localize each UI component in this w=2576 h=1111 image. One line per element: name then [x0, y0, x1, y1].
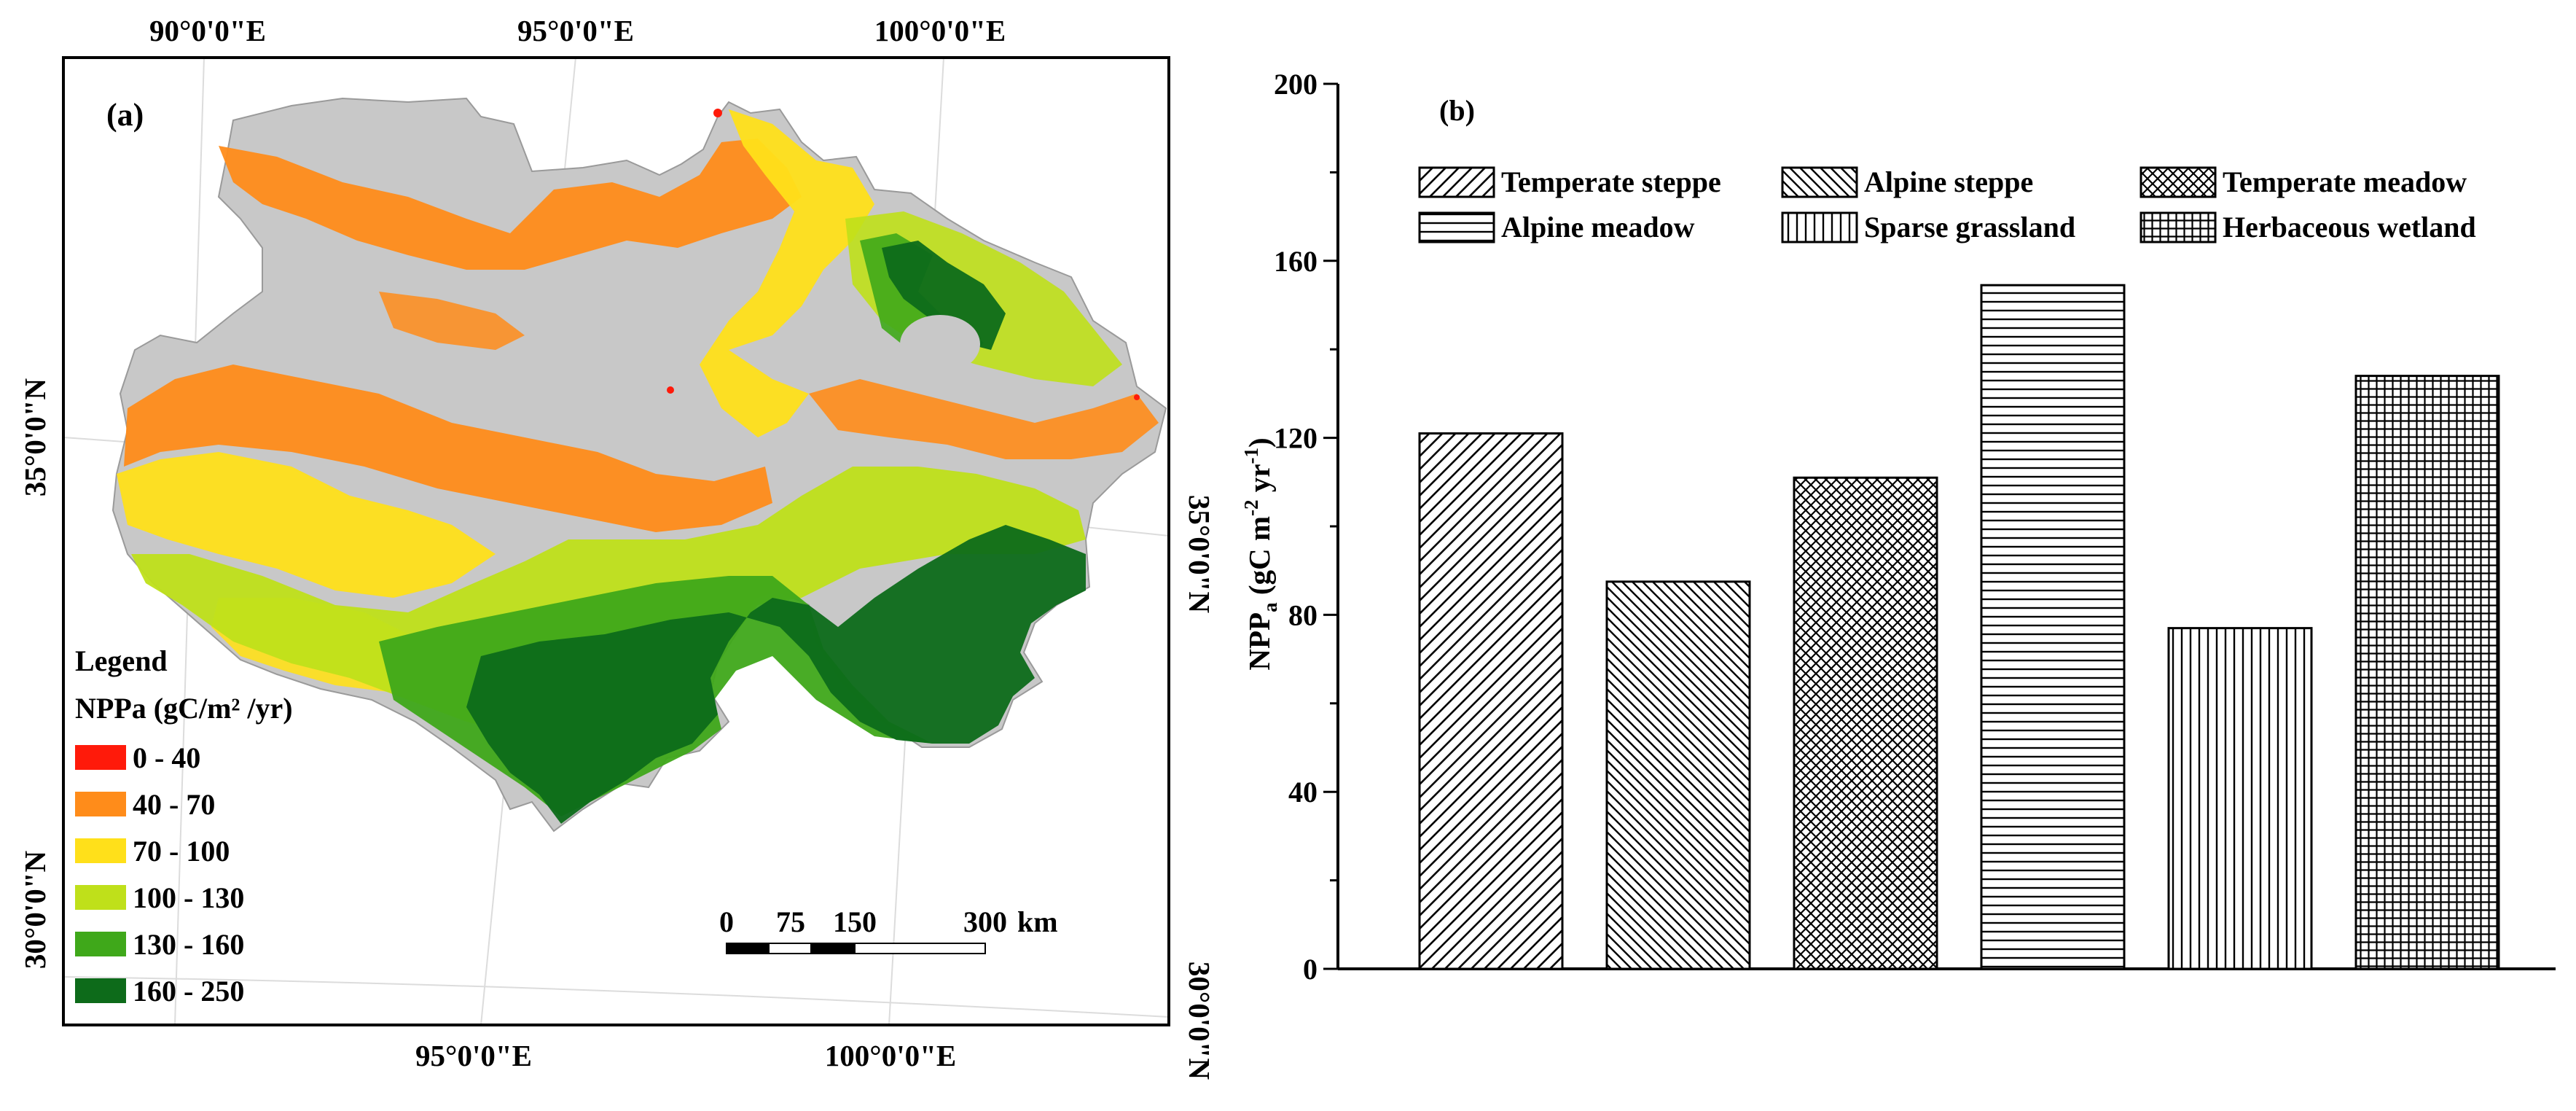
left-lat-label: 35°0'0"N — [18, 378, 52, 497]
legend-title: Legend — [75, 644, 168, 677]
bar-herbaceous-wetland — [2354, 375, 2500, 970]
legend-entry: Temperate steppe — [1501, 165, 1721, 198]
y-tick-label: 40 — [1288, 776, 1318, 808]
map-frame — [62, 56, 1170, 1026]
scale-segment — [768, 943, 812, 954]
class-160-250 — [466, 525, 1086, 824]
class-40-70-central — [124, 365, 772, 532]
legend-label: 130 - 160 — [133, 928, 244, 961]
class-70-100-east — [700, 109, 874, 437]
y-axis-label: NPPa (gC m-2 yr-1) — [1240, 437, 1281, 670]
panel-a-label: (a) — [106, 97, 144, 133]
bar-sparse-grassland — [2167, 627, 2313, 970]
legend-entry: Sparse grassland — [1864, 211, 2075, 243]
class-70-100-west — [117, 452, 496, 598]
scale-segment — [810, 943, 856, 954]
legend-swatch — [75, 838, 126, 863]
class-0-40-speck — [713, 109, 722, 117]
legend-entry: Herbaceous wetland — [2223, 211, 2476, 243]
y-axis-label-text: NPPa (gC m-2 yr-1) — [1240, 437, 1281, 670]
legend-items: 0 - 40 40 - 70 70 - 100 100 - 130 130 - 160 1… — [75, 741, 244, 1007]
class-40-70-east — [809, 379, 1159, 459]
top-lon-label: 90°0'0"E — [149, 14, 266, 47]
legend-swatch — [75, 792, 126, 816]
y-tick-label: 80 — [1288, 599, 1318, 631]
top-lon-label: 100°0'0"E — [874, 14, 1006, 47]
bottom-lon-label: 100°0'0"E — [825, 1039, 956, 1072]
bottom-lon-label: 95°0'0"E — [415, 1039, 532, 1072]
legend-label: 160 - 250 — [133, 975, 244, 1007]
y-tick-label: 200 — [1274, 68, 1318, 101]
legend-swatch — [2140, 166, 2217, 198]
scale-tick-label: 300 — [963, 905, 1007, 938]
scale-segment — [854, 943, 986, 954]
legend-entry: Alpine meadow — [1501, 211, 1695, 243]
legend-swatch — [1418, 166, 1495, 198]
bar-temperate-steppe — [1418, 432, 1564, 970]
legend-label: 0 - 40 — [133, 741, 200, 774]
class-0-40-speck — [667, 386, 674, 394]
chart-bars — [1418, 284, 2500, 970]
legend-swatch — [1781, 211, 1858, 243]
left-lat-label: 30°0'0"N — [18, 851, 52, 970]
map-panel: (a) 90°0'0"E 95°0'0"E 100°0'0"E 95°0'0"E… — [18, 14, 1216, 1080]
class-40-70-north — [219, 139, 802, 270]
class-160-250-ne — [882, 241, 1006, 350]
bar-temperate-meadow — [1793, 476, 1938, 970]
class-0-40-speck — [1134, 394, 1140, 400]
legend-swatch — [1418, 211, 1495, 243]
right-lat-label: 35°0'0"N — [1183, 495, 1216, 614]
legend-swatch — [75, 885, 126, 910]
top-lon-label: 95°0'0"E — [517, 14, 634, 47]
scale-unit: km — [1017, 905, 1058, 938]
legend-subtitle: NPPa (gC/m² /yr) — [75, 692, 293, 725]
lake-qinghai — [900, 315, 980, 373]
legend-swatch — [75, 745, 126, 770]
legend-entry: Temperate meadow — [2223, 165, 2467, 198]
legend-swatch — [75, 932, 126, 956]
region-map — [111, 97, 1167, 833]
legend-swatch — [75, 978, 126, 1003]
chart-legend: Temperate steppe Alpine steppe Temperate m… — [1418, 165, 2476, 243]
scale-tick-label: 75 — [776, 905, 805, 938]
y-tick-label: 120 — [1274, 422, 1318, 455]
legend-label: 100 - 130 — [133, 881, 244, 914]
legend-entry: Alpine steppe — [1864, 165, 2033, 198]
map-legend: Legend NPPa (gC/m² /yr) 0 - 40 40 - 70 70 … — [75, 644, 293, 1007]
legend-label: 40 - 70 — [133, 788, 215, 821]
y-tick-label: 160 — [1274, 245, 1318, 278]
bar-chart-panel: 0 40 80 120 160 200 (b) NPPa (gC m-2 yr-1) Te… — [1240, 68, 2556, 986]
legend-swatch — [2140, 211, 2217, 243]
class-40-70-patch — [379, 292, 525, 350]
scale-tick-label: 0 — [719, 905, 734, 938]
panel-b-label: (b) — [1439, 94, 1475, 127]
y-tick-label: 0 — [1303, 953, 1318, 986]
legend-swatch — [1781, 166, 1858, 198]
bar-alpine-steppe — [1605, 580, 1751, 970]
bar-alpine-meadow — [1980, 284, 2126, 970]
legend-label: 70 - 100 — [133, 835, 230, 868]
scale-segment — [726, 943, 770, 954]
right-lat-label: 30°0'0"N — [1183, 962, 1216, 1080]
scale-tick-label: 150 — [833, 905, 877, 938]
scale-bar: 0 75 150 300 km — [719, 905, 1058, 954]
